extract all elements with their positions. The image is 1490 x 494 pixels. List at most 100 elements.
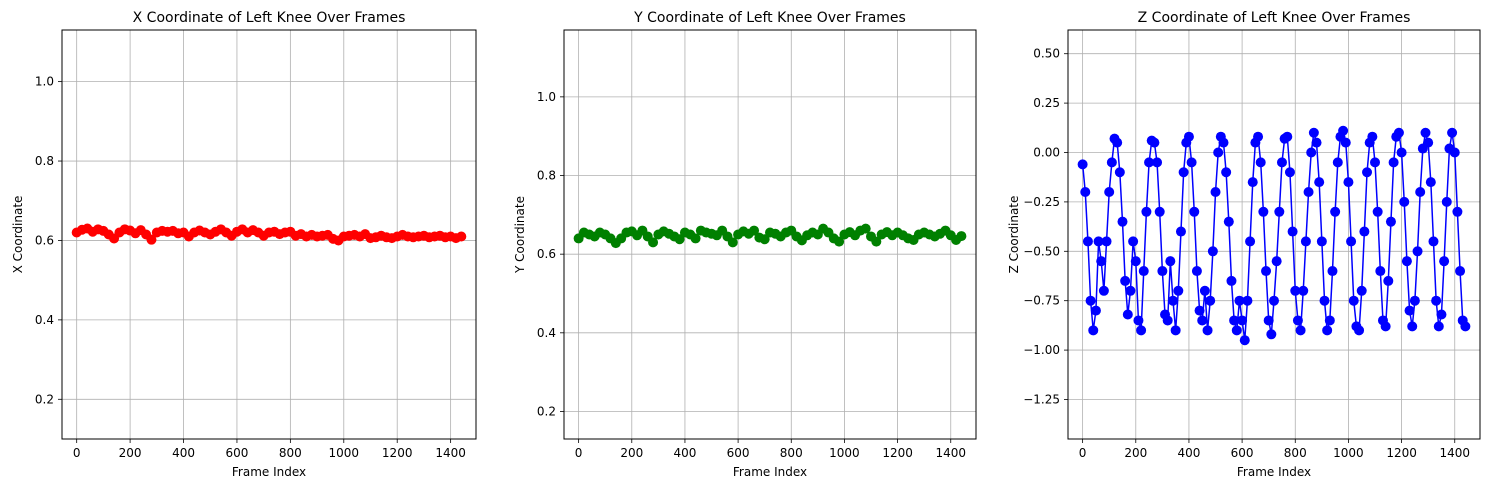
- data-point: [1226, 275, 1237, 286]
- data-point: [1128, 236, 1139, 247]
- data-point: [1077, 159, 1088, 170]
- data-point: [1117, 216, 1128, 227]
- data-series: [71, 223, 467, 246]
- data-series: [573, 223, 967, 249]
- data-point: [1282, 131, 1293, 142]
- data-point: [690, 233, 701, 244]
- data-point: [1255, 157, 1266, 168]
- y-tick-label: 0.8: [35, 154, 54, 168]
- data-point: [1096, 256, 1107, 267]
- data-point: [1354, 325, 1365, 336]
- data-point: [1380, 321, 1391, 332]
- data-point: [1120, 275, 1131, 286]
- data-point: [1242, 295, 1253, 306]
- x-tick-label: 0: [1079, 446, 1087, 460]
- subplot-3: 0 200 400 600 800 1000 1200 1400 −1.25 −1.00 −0.75…: [1007, 10, 1481, 479]
- chart-title: Y Coordinate of Left Knee Over Frames: [633, 10, 906, 26]
- axes-frame: [61, 29, 477, 440]
- y-tick-label: 1.0: [537, 90, 556, 104]
- x-axis-label: Frame Index: [733, 465, 807, 479]
- x-axis-label: Frame Index: [232, 465, 306, 479]
- data-point: [1157, 266, 1168, 277]
- y-tick-label: 1.0: [35, 75, 54, 89]
- y-tick-label: 0.00: [1033, 146, 1060, 160]
- data-point: [1383, 275, 1394, 286]
- data-point: [1247, 177, 1258, 188]
- data-point: [1104, 187, 1115, 198]
- x-tick-label: 0: [73, 446, 81, 460]
- data-point: [1223, 216, 1234, 227]
- data-point: [1346, 236, 1357, 247]
- data-point: [1245, 236, 1256, 247]
- y-tick-label: 0.6: [35, 233, 54, 247]
- x-tick-label: 1000: [329, 446, 360, 460]
- data-point: [1375, 266, 1386, 277]
- data-point: [1138, 266, 1149, 277]
- data-point: [956, 231, 967, 242]
- data-point: [1101, 236, 1112, 247]
- data-point: [1441, 196, 1452, 207]
- data-point: [1276, 157, 1287, 168]
- data-point: [1348, 295, 1359, 306]
- data-point: [1274, 206, 1285, 217]
- y-axis-label: Z Coordinate: [1007, 196, 1021, 274]
- data-point: [1439, 256, 1450, 267]
- x-tick-label: 800: [1284, 446, 1307, 460]
- data-point: [1298, 285, 1309, 296]
- data-point: [1314, 177, 1325, 188]
- data-point: [1436, 309, 1447, 320]
- data-point: [1311, 137, 1322, 148]
- data-point: [1420, 127, 1431, 138]
- data-point: [1356, 285, 1367, 296]
- data-point: [1175, 226, 1186, 237]
- data-point: [1186, 157, 1197, 168]
- data-point: [1082, 236, 1093, 247]
- data-point: [1170, 325, 1181, 336]
- data-point: [1425, 177, 1436, 188]
- data-point: [1330, 206, 1341, 217]
- x-tick-label: 1400: [1439, 446, 1470, 460]
- data-point: [1194, 305, 1205, 316]
- data-point: [1455, 266, 1466, 277]
- x-tick-label: 400: [172, 446, 195, 460]
- x-tick-label: 600: [225, 446, 248, 460]
- x-tick-label: 400: [1177, 446, 1200, 460]
- x-tick-label: 0: [575, 446, 583, 460]
- data-point: [1428, 236, 1439, 247]
- data-point: [1114, 167, 1125, 178]
- data-point: [1327, 266, 1338, 277]
- data-point: [1292, 315, 1303, 326]
- data-point: [1359, 226, 1370, 237]
- data-point: [146, 234, 157, 245]
- data-point: [1393, 127, 1404, 138]
- data-point: [1303, 187, 1314, 198]
- data-point: [1141, 206, 1152, 217]
- data-point: [1093, 236, 1104, 247]
- data-point: [1433, 321, 1444, 332]
- y-tick-label: 0.8: [537, 169, 556, 183]
- data-point: [1399, 196, 1410, 207]
- y-tick-label: 0.4: [537, 326, 556, 340]
- data-point: [1136, 325, 1147, 336]
- data-point: [1287, 226, 1298, 237]
- data-point: [1447, 127, 1458, 138]
- data-point: [1415, 187, 1426, 198]
- data-series: [1077, 125, 1471, 346]
- chart-title: Z Coordinate of Left Knee Over Frames: [1138, 10, 1411, 26]
- x-tick-label: 1000: [1333, 446, 1364, 460]
- data-point: [1229, 315, 1240, 326]
- data-point: [1423, 137, 1434, 148]
- data-point: [1412, 246, 1423, 257]
- data-point: [456, 231, 467, 242]
- x-tick-label: 200: [119, 446, 142, 460]
- data-point: [1237, 315, 1248, 326]
- y-axis-label: Y Coordinate: [513, 196, 527, 274]
- data-point: [860, 223, 871, 234]
- data-point: [834, 236, 845, 247]
- data-point: [1234, 295, 1245, 306]
- data-point: [648, 237, 659, 248]
- x-tick-label: 200: [1124, 446, 1147, 460]
- x-tick-label: 200: [620, 446, 643, 460]
- data-point: [1173, 285, 1184, 296]
